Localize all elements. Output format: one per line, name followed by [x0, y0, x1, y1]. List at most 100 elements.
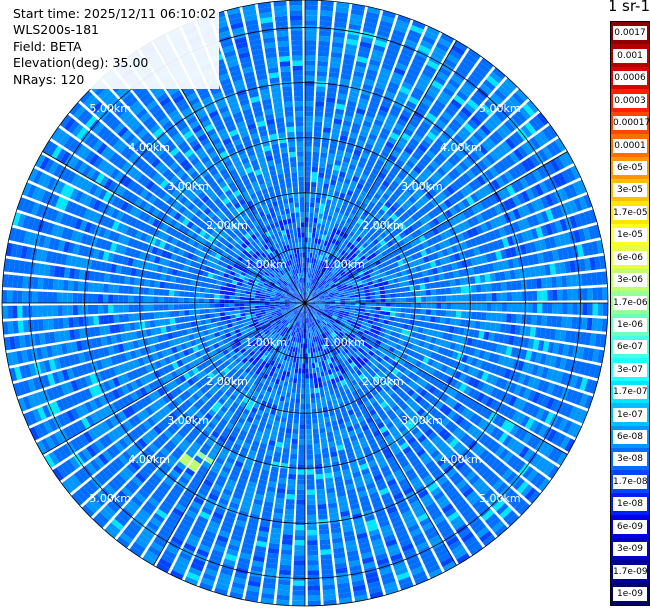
beta-cell — [155, 562, 170, 573]
beta-cell — [344, 260, 350, 266]
beta-cell — [329, 298, 336, 301]
beta-cell — [555, 433, 566, 448]
beta-cell — [337, 397, 343, 404]
beta-cell — [332, 372, 338, 379]
beta-cell — [332, 315, 338, 319]
beta-cell — [346, 392, 354, 400]
beta-cell — [358, 314, 365, 319]
beta-cell — [284, 376, 290, 383]
beta-cell — [233, 347, 240, 354]
beta-cell — [447, 171, 457, 181]
beta-cell — [144, 374, 153, 384]
beta-cell — [305, 186, 310, 192]
beta-cell — [452, 495, 464, 506]
beta-cell — [218, 330, 225, 336]
beta-cell — [218, 351, 225, 359]
beta-cell — [94, 410, 104, 422]
beta-cell — [442, 561, 457, 572]
beta-cell — [506, 492, 519, 505]
beta-cell — [65, 477, 78, 491]
beta-cell — [372, 381, 380, 389]
beta-cell — [272, 315, 278, 320]
beta-cell — [294, 331, 298, 338]
beta-cell — [549, 159, 561, 173]
beta-cell — [356, 333, 362, 339]
beta-cell — [137, 438, 148, 449]
beta-cell — [291, 443, 298, 450]
beta-cell — [340, 510, 351, 518]
beta-cell — [213, 413, 222, 422]
beta-cell — [364, 400, 372, 408]
beta-cell — [512, 257, 520, 268]
beta-cell — [250, 336, 256, 342]
beta-cell — [366, 374, 373, 381]
beta-cell — [310, 393, 316, 399]
beta-cell — [448, 359, 456, 368]
beta-cell — [402, 394, 411, 403]
beta-cell — [216, 358, 224, 366]
beta-cell — [353, 117, 363, 125]
beta-cell — [428, 568, 443, 579]
beta-cell — [414, 284, 421, 291]
beta-cell — [306, 293, 310, 299]
beta-cell — [432, 252, 440, 260]
beta-cell — [361, 221, 368, 228]
beta-cell — [139, 397, 149, 408]
beta-cell — [138, 423, 149, 434]
beta-cell — [253, 461, 262, 469]
beta-cell — [363, 286, 370, 290]
beta-cell — [406, 255, 414, 263]
beta-cell — [271, 522, 282, 530]
beta-cell — [354, 310, 360, 315]
beta-cell — [322, 320, 327, 326]
beta-cell — [423, 321, 430, 329]
beta-cell — [312, 253, 316, 259]
beta-cell — [316, 330, 320, 336]
beta-cell — [391, 464, 401, 474]
beta-cell — [258, 352, 264, 358]
beta-cell — [339, 331, 345, 337]
beta-cell — [415, 228, 423, 237]
beta-cell — [135, 472, 147, 484]
beta-cell — [334, 21, 347, 29]
beta-cell — [540, 210, 550, 223]
beta-cell — [218, 497, 229, 506]
beta-cell — [261, 360, 267, 367]
beta-cell — [446, 141, 458, 152]
beta-cell — [154, 411, 164, 421]
beta-cell — [156, 450, 167, 461]
beta-cell — [369, 363, 377, 371]
beta-cell — [290, 448, 298, 455]
beta-cell — [464, 184, 474, 195]
beta-cell — [315, 397, 321, 404]
beta-cell — [224, 483, 235, 492]
beta-cell — [308, 317, 311, 323]
beta-cell — [332, 277, 338, 282]
beta-cell — [38, 422, 49, 436]
beta-cell — [141, 434, 152, 445]
beta-cell — [362, 332, 368, 338]
beta-cell — [298, 449, 305, 455]
beta-cell — [314, 463, 323, 470]
beta-cell — [312, 292, 317, 297]
beta-cell — [469, 166, 480, 177]
beta-cell — [281, 452, 290, 459]
beta-cell — [469, 544, 484, 556]
beta-cell — [344, 311, 350, 315]
beta-cell — [410, 413, 420, 423]
beta-cell — [557, 343, 565, 356]
beta-cell — [338, 247, 344, 254]
beta-cell — [319, 355, 324, 362]
beta-cell — [279, 316, 285, 321]
beta-cell — [330, 249, 335, 255]
beta-cell — [215, 381, 223, 389]
beta-cell — [258, 364, 264, 371]
beta-cell — [152, 380, 161, 389]
beta-cell — [451, 167, 461, 178]
beta-cell — [462, 220, 471, 230]
beta-cell — [309, 312, 312, 317]
beta-cell — [79, 486, 92, 499]
beta-cell — [322, 132, 331, 139]
beta-cell — [323, 337, 328, 344]
beta-cell — [326, 199, 332, 206]
